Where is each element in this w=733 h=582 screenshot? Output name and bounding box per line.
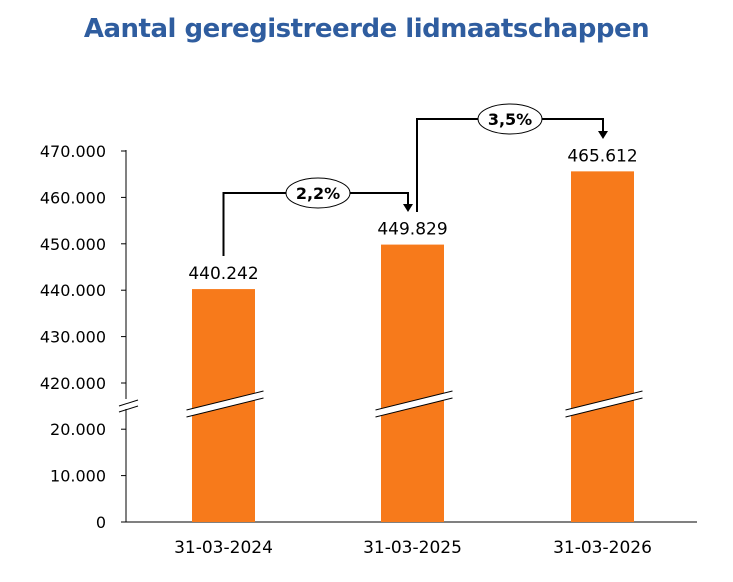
growth-bubble xyxy=(285,177,351,209)
arrow-head xyxy=(403,204,413,212)
bar xyxy=(571,171,634,522)
data-label: 440.242 xyxy=(188,264,258,284)
bar-break-line xyxy=(186,390,264,411)
bar-break-line xyxy=(375,390,453,411)
x-tick-label: 31-03-2026 xyxy=(553,538,652,558)
bar-break-gap xyxy=(186,391,264,417)
arrow-head xyxy=(598,131,608,139)
axis-break-mark xyxy=(118,399,139,407)
data-label: 465.612 xyxy=(567,146,637,166)
y-tick-label: 450.000 xyxy=(40,235,106,254)
growth-label: 3,5% xyxy=(488,110,532,129)
x-tick-label: 31-03-2024 xyxy=(174,538,273,558)
y-tick-label: 420.000 xyxy=(40,374,106,393)
x-tick-label: 31-03-2025 xyxy=(363,538,462,558)
bar-break-line xyxy=(186,397,264,418)
y-tick-label: 20.000 xyxy=(50,420,106,439)
y-tick-label: 460.000 xyxy=(40,188,106,207)
y-tick-label: 440.000 xyxy=(40,281,106,300)
bar-break-line xyxy=(565,390,643,411)
data-label: 449.829 xyxy=(377,220,447,240)
y-tick-label: 470.000 xyxy=(40,142,106,161)
bar-break-line xyxy=(565,397,643,418)
growth-bubble xyxy=(477,103,543,135)
chart-title: Aantal geregistreerde lidmaatschappen xyxy=(83,14,650,44)
bar-break-gap xyxy=(565,391,643,417)
bar-break-gap xyxy=(375,391,453,417)
bar-break-line xyxy=(375,397,453,418)
axis-break-mark xyxy=(118,405,139,413)
growth-label: 2,2% xyxy=(296,184,340,203)
y-tick-label: 10.000 xyxy=(50,467,106,486)
y-tick-label: 0 xyxy=(96,513,106,532)
bar xyxy=(381,244,444,522)
y-tick-label: 430.000 xyxy=(40,328,106,347)
